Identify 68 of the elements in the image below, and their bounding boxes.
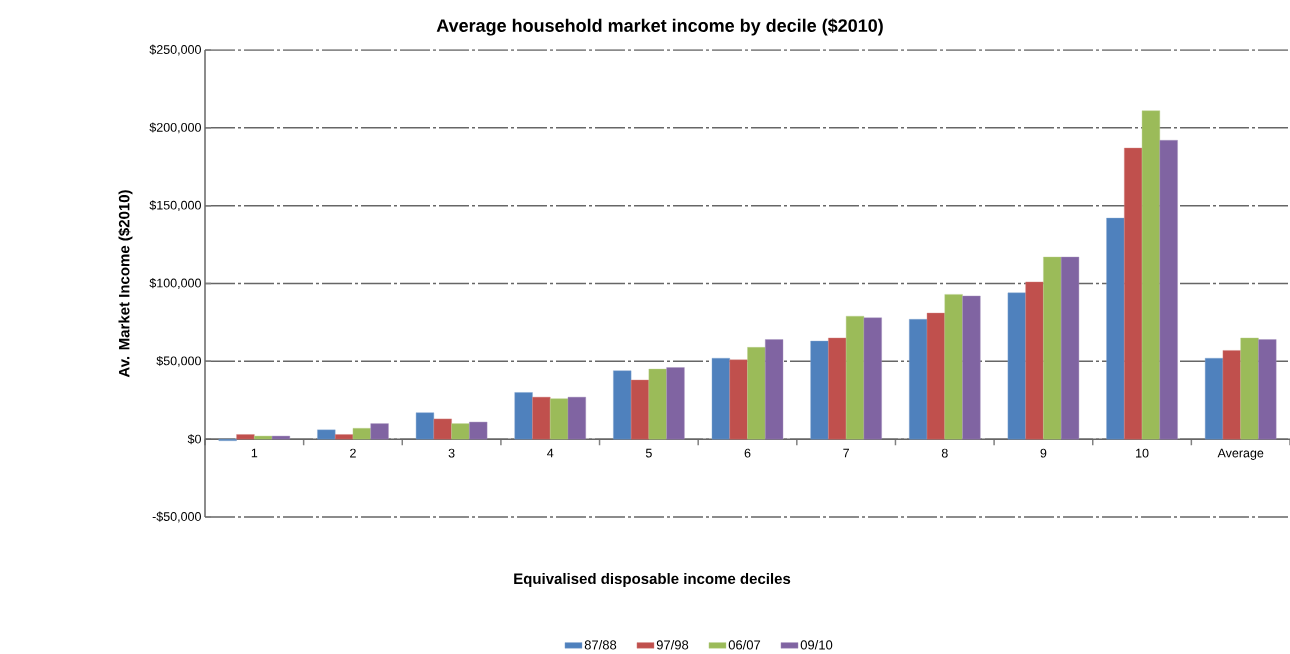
bar xyxy=(1222,350,1241,440)
bar xyxy=(335,434,354,440)
bar xyxy=(317,429,336,440)
bar xyxy=(711,358,730,440)
bar xyxy=(926,312,945,440)
bar xyxy=(765,339,784,440)
bar xyxy=(1159,140,1178,440)
legend-label: 97/98 xyxy=(656,639,689,650)
bar xyxy=(1258,339,1277,440)
bar xyxy=(514,392,533,440)
bar xyxy=(845,315,865,440)
x-tick-label: 2 xyxy=(350,448,356,458)
bar xyxy=(469,421,488,440)
x-tick-label: Average xyxy=(1217,448,1264,460)
x-tick-label: 9 xyxy=(1040,448,1047,458)
bar xyxy=(613,370,632,440)
bar xyxy=(1043,256,1062,440)
bar xyxy=(532,396,551,440)
bar xyxy=(1240,337,1259,440)
bar xyxy=(236,434,255,440)
bar xyxy=(666,367,685,440)
x-tick-label: 5 xyxy=(645,448,652,458)
bar xyxy=(944,294,963,440)
bar xyxy=(352,428,371,440)
chart-title: Average household market income by decile ($2010) xyxy=(436,18,883,36)
bar xyxy=(1060,256,1080,440)
bar xyxy=(1025,281,1044,440)
y-tick-label: -$50,000 xyxy=(152,511,201,523)
bar xyxy=(1124,147,1143,440)
legend-label: 06/07 xyxy=(728,639,761,650)
bar xyxy=(415,412,435,440)
y-tick-label: $150,000 xyxy=(149,200,201,212)
bar xyxy=(433,418,452,440)
x-tick-label: 6 xyxy=(744,448,751,458)
bar xyxy=(828,337,847,440)
x-axis-title: Equivalised disposable income deciles xyxy=(514,573,791,587)
y-axis-title: Av. Market Income ($2010) xyxy=(118,190,133,378)
bar xyxy=(451,423,470,440)
y-tick-label: $100,000 xyxy=(149,278,201,289)
x-tick-label: 10 xyxy=(1136,448,1149,458)
x-tick-label: 7 xyxy=(843,448,849,458)
x-tick-label: 3 xyxy=(448,448,455,458)
bar xyxy=(550,398,569,440)
x-tick-label: 8 xyxy=(941,448,948,458)
bar xyxy=(962,295,981,440)
bar xyxy=(254,435,273,440)
bar xyxy=(567,396,586,440)
x-tick-label: 4 xyxy=(547,448,554,458)
legend-label: 87/88 xyxy=(584,639,617,650)
y-tick-label: $0 xyxy=(187,434,201,445)
bar xyxy=(863,317,882,440)
bar xyxy=(1106,217,1125,440)
y-tick-label: $200,000 xyxy=(149,122,201,134)
bar xyxy=(747,347,766,440)
bar xyxy=(909,319,928,440)
bar xyxy=(271,435,291,440)
bar xyxy=(1204,358,1224,440)
bar xyxy=(648,368,667,440)
bar xyxy=(729,359,748,440)
bar xyxy=(370,423,389,440)
y-tick-label: $250,000 xyxy=(149,44,201,56)
bar xyxy=(1007,292,1026,440)
bar xyxy=(630,379,650,440)
bar xyxy=(810,340,829,440)
x-tick-label: 1 xyxy=(251,448,258,458)
y-tick-label: $50,000 xyxy=(156,355,201,367)
legend-label: 09/10 xyxy=(800,639,833,650)
bar xyxy=(1141,110,1161,440)
